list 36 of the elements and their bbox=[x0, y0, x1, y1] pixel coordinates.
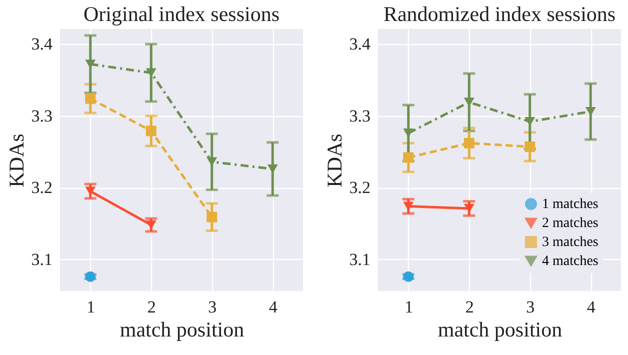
point bbox=[403, 271, 414, 282]
legend-label: 4 matches bbox=[542, 254, 598, 269]
y-tick-label: 3.2 bbox=[349, 178, 370, 198]
legend-label: 1 matches bbox=[542, 197, 598, 212]
x-tick-label: 1 bbox=[86, 298, 96, 316]
y-tick-label: 3.3 bbox=[31, 106, 52, 126]
x-axis-title: match position bbox=[438, 318, 563, 342]
y-tick-label: 3.4 bbox=[31, 34, 53, 54]
x-tick-label: 2 bbox=[465, 298, 474, 316]
y-axis-title: KDAs bbox=[4, 134, 28, 188]
y-tick-label: 3.2 bbox=[31, 178, 52, 198]
x-tick-label: 4 bbox=[586, 298, 596, 316]
point bbox=[146, 126, 156, 136]
x-tick-label: 3 bbox=[526, 298, 535, 316]
y-tick-label: 3.1 bbox=[349, 250, 370, 269]
point bbox=[403, 152, 414, 163]
x-tick-label: 3 bbox=[208, 298, 217, 316]
point bbox=[85, 93, 96, 104]
x-tick-label: 4 bbox=[268, 298, 278, 316]
legend-label: 3 matches bbox=[542, 235, 598, 250]
x-axis-title: match position bbox=[120, 318, 245, 342]
point bbox=[464, 138, 474, 148]
point bbox=[524, 141, 536, 152]
y-tick-label: 3.3 bbox=[349, 106, 370, 126]
y-tick-label: 3.1 bbox=[31, 250, 52, 269]
chart-title: Original index sessions bbox=[84, 2, 280, 26]
chart-title: Randomized index sessions bbox=[383, 2, 616, 26]
point bbox=[206, 212, 218, 222]
point bbox=[206, 157, 218, 166]
y-tick-label: 3.4 bbox=[349, 34, 371, 54]
legend-label: 2 matches bbox=[542, 216, 598, 231]
point bbox=[85, 271, 96, 282]
point bbox=[146, 68, 156, 78]
x-tick-label: 1 bbox=[404, 298, 414, 316]
y-axis-title: KDAs bbox=[322, 134, 346, 188]
x-tick-label: 2 bbox=[147, 298, 156, 316]
